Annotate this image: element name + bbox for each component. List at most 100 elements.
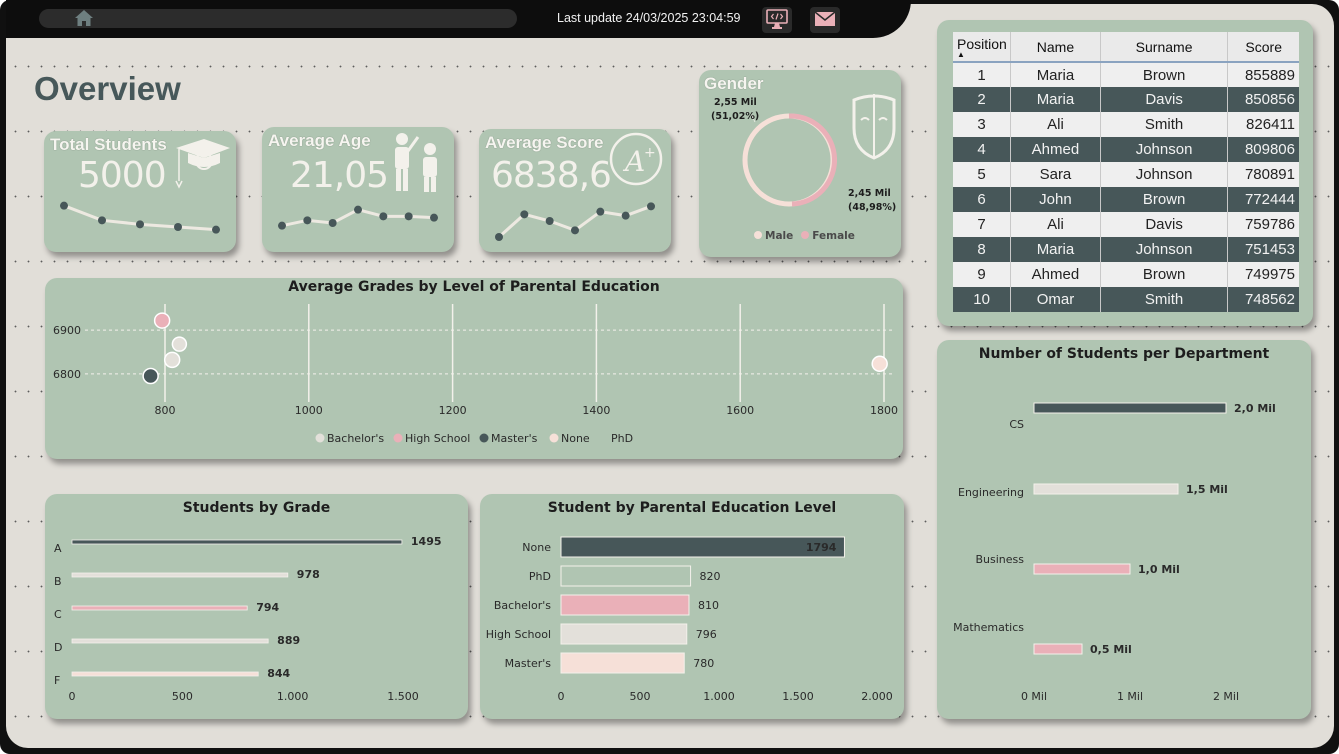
sparkline-point (430, 213, 438, 222)
female-pct-label: (48,98%) (848, 202, 897, 213)
table-row[interactable]: 8 Maria Johnson 751453 (953, 237, 1299, 262)
x-tick-label: 1.500 (387, 690, 419, 703)
category-label: Mathematics (953, 621, 1024, 634)
column-header-score[interactable]: Score (1227, 32, 1299, 63)
x-tick-label: 1600 (726, 404, 754, 417)
cell-position: 10 (953, 287, 1011, 312)
bar (1033, 563, 1131, 575)
value-label: 0,5 Mil (1090, 643, 1132, 656)
data-point (871, 355, 888, 373)
legend-male: Male (754, 230, 793, 242)
value-label: 1495 (411, 535, 442, 548)
table-row[interactable]: 10 Omar Smith 748562 (953, 287, 1299, 312)
column-header-surname[interactable]: Surname (1099, 32, 1228, 63)
value-label: 978 (297, 568, 320, 581)
cell-position: 3 (953, 112, 1011, 137)
y-tick-label: 6900 (53, 324, 81, 337)
cell-score: 751453 (1227, 237, 1299, 262)
table-row[interactable]: 4 Ahmed Johnson 809806 (953, 137, 1299, 162)
table-row[interactable]: 5 Sara Johnson 780891 (953, 162, 1299, 187)
x-tick-label: 0 (558, 690, 565, 703)
cell-position: 8 (953, 237, 1011, 262)
cell-name: Maria (1010, 62, 1101, 87)
table-row[interactable]: 7 Ali Davis 759786 (953, 212, 1299, 237)
value-label: 820 (700, 570, 721, 583)
sparkline-point (60, 201, 68, 210)
top-students-table: Position ▲ Name Surname Score 1 Maria Brown… (953, 32, 1299, 312)
category-label: B (54, 575, 62, 588)
category-label: D (54, 641, 62, 654)
bar (71, 539, 403, 545)
gender-legend: Male Female (754, 230, 855, 242)
cell-position: 7 (953, 212, 1011, 237)
kpi-card-total-students: Total Students 5000 (44, 131, 236, 252)
sparkline-point (647, 202, 655, 211)
mail-button[interactable] (810, 7, 840, 33)
value-label: 794 (256, 601, 279, 614)
x-tick-label: 2 Mil (1213, 690, 1239, 703)
bar (1033, 483, 1179, 495)
cell-score: 748562 (1227, 287, 1299, 312)
category-label: CS (1009, 418, 1024, 431)
kpi-value: 21,05 (290, 155, 389, 196)
sparkline-point (404, 212, 413, 221)
code-monitor-button[interactable] (762, 7, 792, 33)
home-icon[interactable] (74, 9, 94, 27)
legend-label: Bachelor's (327, 432, 384, 445)
value-label: 889 (277, 634, 300, 647)
data-point (142, 367, 159, 385)
x-tick-label: 0 (69, 690, 76, 703)
sparkline (60, 201, 220, 234)
cell-score: 809806 (1227, 137, 1299, 162)
cell-name: Omar (1010, 287, 1101, 312)
kpi-label: Average Score (485, 133, 604, 152)
category-label: F (54, 674, 60, 687)
sparkline-point (571, 226, 579, 235)
table-body: 1 Maria Brown 855889 2 Maria Davis 850856 3 Ali Sm… (953, 62, 1299, 312)
x-tick-label: 1800 (870, 404, 898, 417)
sparkline-point (495, 233, 503, 241)
kpi-card-average-score: Average Score 6838,6 A + (479, 129, 671, 252)
gender-donut (742, 113, 837, 207)
face-mask-icon (852, 94, 896, 160)
legend-marker (549, 433, 559, 443)
table-row[interactable]: 6 John Brown 772444 (953, 187, 1299, 212)
sparkline-point (596, 207, 605, 216)
legend-label: High School (405, 432, 470, 445)
kpi-card-average-age: Average Age 21,05 (262, 127, 454, 252)
x-tick-label: 0 Mil (1021, 690, 1047, 703)
table-row[interactable]: 9 Ahmed Brown 749975 (953, 262, 1299, 287)
scatter-plot: 6800 6900 800 1000 1200 1400 1600 1800 Bachelor'… (53, 304, 898, 445)
data-point (171, 336, 188, 352)
sparkline-point (379, 212, 388, 221)
students-by-grade-card: Students by Grade A 1495 B 978 C 794 D 889 F 844 0… (45, 494, 468, 719)
kpi-value: 6838,6 (491, 155, 612, 196)
table-row[interactable]: 3 Ali Smith 826411 (953, 112, 1299, 137)
y-tick-label: 6800 (53, 368, 81, 381)
cell-score: 850856 (1227, 87, 1299, 112)
chart-title: Average Grades by Level of Parental Educ… (288, 279, 660, 295)
table-row[interactable]: 2 Maria Davis 850856 (953, 87, 1299, 112)
sparkline-point (174, 223, 182, 231)
cell-score: 855889 (1227, 62, 1299, 87)
sparkline-point (520, 210, 529, 219)
value-label: 780 (693, 657, 714, 670)
cell-surname: Brown (1099, 187, 1228, 212)
x-tick-label: 800 (155, 404, 176, 417)
grade-a-plus-icon: A + (609, 132, 663, 186)
x-tick-label: 1 Mil (1117, 690, 1143, 703)
top-students-card: Position ▲ Name Surname Score 1 Maria Brown… (937, 20, 1313, 326)
bar (71, 605, 248, 611)
gender-card: Gender 2,55 Mil (51,02%) 2,45 Mil (48,98… (699, 70, 901, 257)
svg-text:+: + (644, 145, 656, 161)
bar (1033, 643, 1083, 655)
cell-score: 780891 (1227, 162, 1299, 187)
chart-title: Number of Students per Department (978, 346, 1270, 362)
column-header-name[interactable]: Name (1010, 32, 1101, 63)
cell-surname: Johnson (1099, 237, 1228, 262)
table-row[interactable]: 1 Maria Brown 855889 (953, 62, 1299, 87)
bar (560, 594, 690, 616)
page-title: Overview (34, 70, 181, 107)
female-value-label: 2,45 Mil (848, 188, 891, 199)
column-header-position[interactable]: Position ▲ (953, 32, 1011, 63)
